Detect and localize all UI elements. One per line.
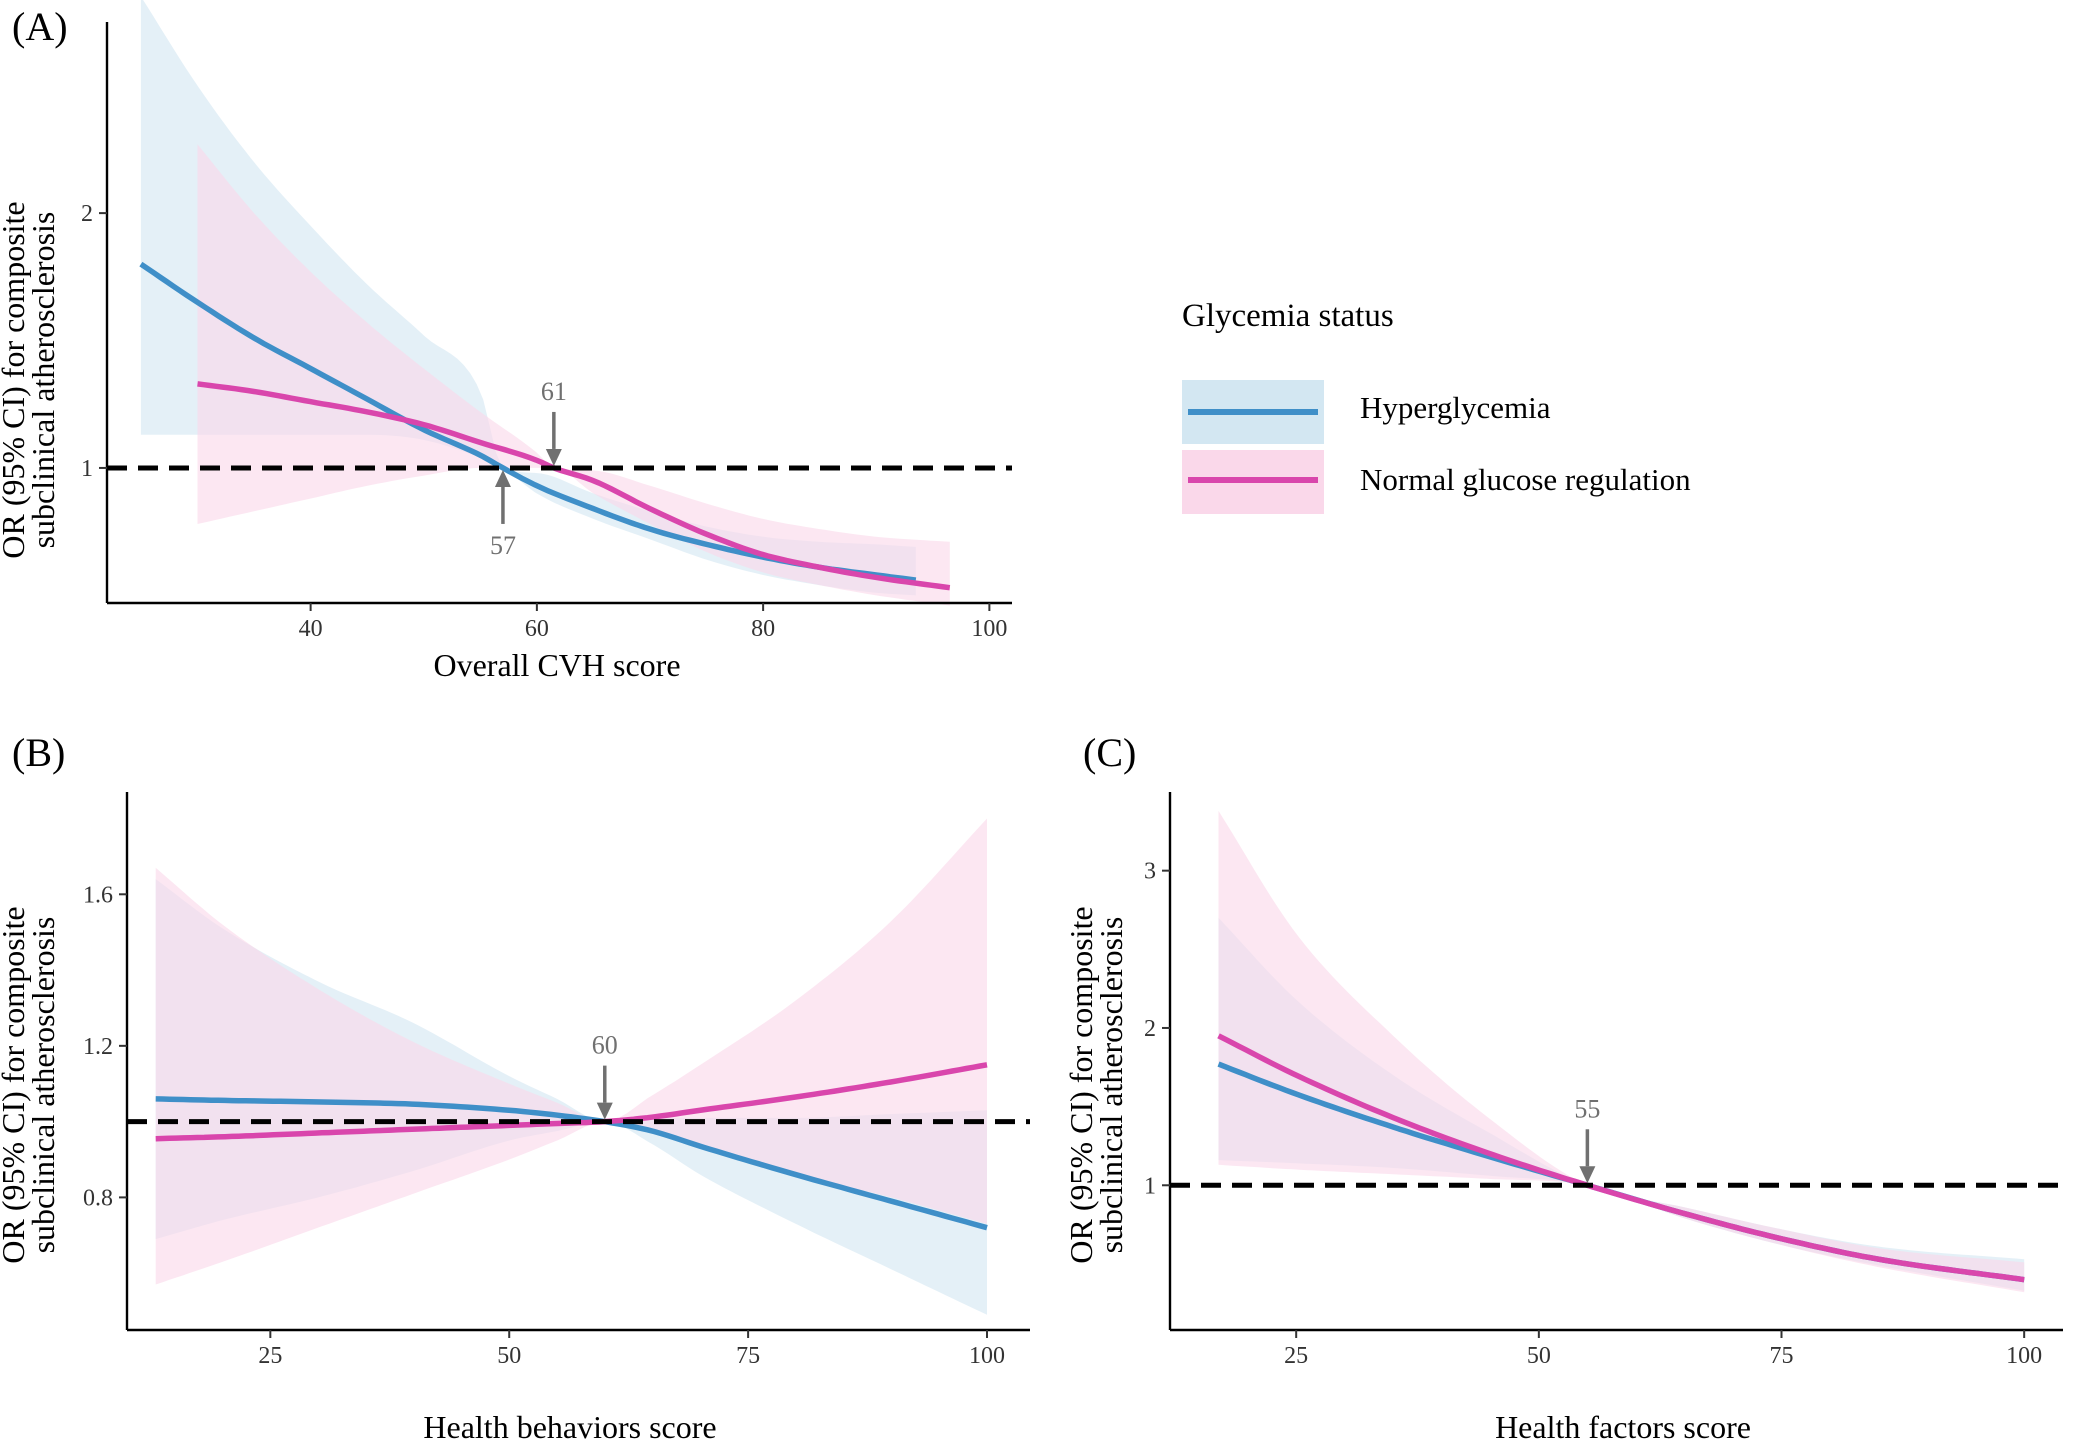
ci-band-hyperglycemia — [155, 879, 987, 1315]
series-line-hyperglycemia — [155, 1096, 988, 1231]
panel-a-y-axis-title-line-1: OR (95% CI) for composite — [0, 201, 31, 558]
annotation-arrow-head — [1579, 1166, 1596, 1184]
ci-band-normal-glucose-regulation — [1218, 810, 2025, 1293]
y-tick-label: 0.8 — [83, 1185, 113, 1211]
y-tick-label: 2 — [1144, 1016, 1156, 1042]
panel-a-ticks: 40 60 80 100 1 2 — [81, 201, 1007, 642]
panel-c-annotations: 55 — [1574, 1094, 1600, 1184]
panel-c-axes — [1168, 792, 2063, 1332]
panel-c-x-axis-title: Health factors score — [1495, 1409, 1751, 1443]
x-tick-label: 25 — [258, 1343, 282, 1369]
x-tick-label: 100 — [969, 1343, 1005, 1369]
panel-b: (B) 25 50 75 100 0.8 1.2 1.6 60 Health behavio… — [0, 730, 1030, 1443]
y-tick-label: 1.2 — [83, 1034, 113, 1060]
annotation-label: 61 — [541, 377, 567, 406]
legend-item-hyperglycemia: Hyperglycemia — [1182, 380, 1551, 444]
panel-a-label: (A) — [12, 4, 68, 49]
y-tick-label: 3 — [1144, 859, 1156, 885]
x-tick-label: 60 — [525, 616, 549, 642]
annotation-label: 60 — [592, 1031, 618, 1060]
panel-c-y-axis-title-line-2: subclinical atherosclerosis — [1093, 917, 1129, 1254]
x-tick-label: 50 — [497, 1343, 521, 1369]
x-tick-label: 80 — [751, 616, 775, 642]
panel-c-y-axis-title: OR (95% CI) for composite subclinical at… — [1063, 906, 1129, 1263]
panel-c: (C) 25 50 75 100 1 2 3 55 Health factors score… — [1063, 730, 2063, 1443]
x-tick-label: 100 — [2006, 1343, 2042, 1369]
x-tick-label: 50 — [1527, 1343, 1551, 1369]
y-tick-label: 1.6 — [83, 882, 113, 908]
panel-c-label: (C) — [1083, 730, 1136, 775]
panel-b-axes — [125, 792, 1030, 1332]
panel-c-bands — [1218, 810, 2025, 1293]
panel-b-ticks: 25 50 75 100 0.8 1.2 1.6 — [83, 882, 1005, 1369]
legend-label-hyperglycemia: Hyperglycemia — [1360, 390, 1551, 425]
x-tick-label: 100 — [971, 616, 1007, 642]
legend-title: Glycemia status — [1182, 298, 1394, 334]
annotation-label: 55 — [1574, 1094, 1600, 1123]
series-line-normal-glucose-regulation — [1217, 1033, 2025, 1283]
panel-a-bands — [140, 0, 950, 606]
annotation-arrow-head — [596, 1102, 613, 1120]
panel-b-annotations: 60 — [592, 1031, 618, 1120]
panel-c-y-axis-title-line-1: OR (95% CI) for composite — [1063, 906, 1099, 1263]
x-tick-label: 25 — [1284, 1343, 1308, 1369]
panel-b-y-axis-title-line-1: OR (95% CI) for composite — [0, 906, 31, 1263]
panel-a-axes — [105, 22, 1012, 605]
annotation-label: 57 — [490, 531, 516, 560]
ci-band-normal-glucose-regulation — [197, 144, 950, 606]
panel-a-lines — [139, 261, 951, 591]
y-tick-label: 2 — [81, 201, 93, 227]
panel-a-x-axis-title: Overall CVH score — [433, 647, 680, 683]
panel-a-y-axis-title-line-2: subclinical atherosclerosis — [25, 212, 61, 549]
panel-a-y-axis-title: OR (95% CI) for composite subclinical at… — [0, 201, 61, 558]
panel-a-annotations: 57 61 — [490, 377, 567, 560]
annotation-arrow-head — [494, 469, 511, 487]
annotation-arrow-head — [545, 448, 562, 466]
legend-item-normal-glucose-regulation: Normal glucose regulation — [1182, 450, 1691, 514]
panel-c-lines — [1217, 1033, 2025, 1283]
panel-b-y-axis-title-line-2: subclinical atherosclerosis — [25, 917, 61, 1254]
x-tick-label: 75 — [736, 1343, 760, 1369]
legend-label-normal-glucose-regulation: Normal glucose regulation — [1360, 462, 1691, 497]
panel-b-y-axis-title: OR (95% CI) for composite subclinical at… — [0, 906, 61, 1263]
x-tick-label: 40 — [299, 616, 323, 642]
series-line-normal-glucose-regulation — [197, 381, 951, 591]
panel-c-ticks: 25 50 75 100 1 2 3 — [1144, 859, 2042, 1369]
legend: Glycemia status Hyperglycemia Normal glu… — [1182, 298, 1691, 514]
panel-b-x-axis-title: Health behaviors score — [423, 1409, 716, 1443]
panel-b-label: (B) — [12, 730, 65, 775]
panel-a: (A) 40 60 80 100 1 2 57 61 Overall CVH score O… — [0, 0, 1012, 683]
y-tick-label: 1 — [81, 456, 93, 482]
y-tick-label: 1 — [1144, 1173, 1156, 1199]
x-tick-label: 75 — [1770, 1343, 1794, 1369]
